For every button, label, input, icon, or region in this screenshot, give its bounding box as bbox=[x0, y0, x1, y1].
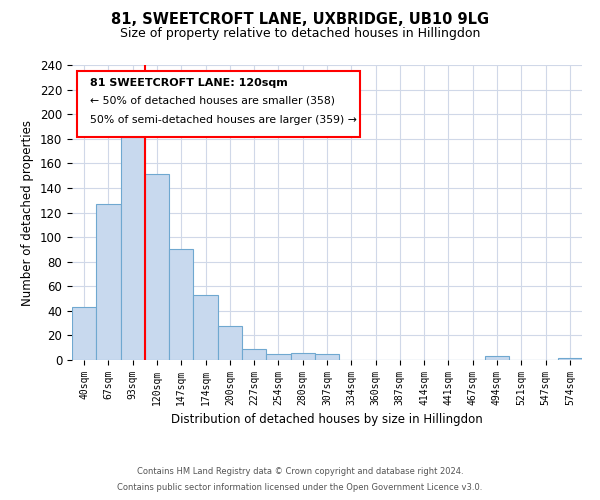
Text: 81, SWEETCROFT LANE, UXBRIDGE, UB10 9LG: 81, SWEETCROFT LANE, UXBRIDGE, UB10 9LG bbox=[111, 12, 489, 28]
Text: 81 SWEETCROFT LANE: 120sqm: 81 SWEETCROFT LANE: 120sqm bbox=[90, 78, 287, 88]
Text: 50% of semi-detached houses are larger (359) →: 50% of semi-detached houses are larger (… bbox=[90, 114, 357, 124]
Y-axis label: Number of detached properties: Number of detached properties bbox=[22, 120, 34, 306]
Bar bbox=[242, 349, 266, 360]
Bar bbox=[72, 307, 96, 360]
Bar bbox=[145, 174, 169, 360]
Text: ← 50% of detached houses are smaller (358): ← 50% of detached houses are smaller (35… bbox=[90, 96, 335, 106]
Text: Contains HM Land Registry data © Crown copyright and database right 2024.: Contains HM Land Registry data © Crown c… bbox=[137, 467, 463, 476]
X-axis label: Distribution of detached houses by size in Hillingdon: Distribution of detached houses by size … bbox=[171, 414, 483, 426]
Bar bbox=[121, 119, 145, 360]
Bar bbox=[266, 354, 290, 360]
Bar bbox=[485, 356, 509, 360]
Bar bbox=[290, 352, 315, 360]
FancyBboxPatch shape bbox=[77, 71, 360, 138]
Bar bbox=[315, 354, 339, 360]
Bar bbox=[218, 326, 242, 360]
Bar bbox=[169, 250, 193, 360]
Bar bbox=[96, 204, 121, 360]
Bar bbox=[193, 295, 218, 360]
Bar bbox=[558, 358, 582, 360]
Text: Contains public sector information licensed under the Open Government Licence v3: Contains public sector information licen… bbox=[118, 484, 482, 492]
Text: Size of property relative to detached houses in Hillingdon: Size of property relative to detached ho… bbox=[120, 28, 480, 40]
